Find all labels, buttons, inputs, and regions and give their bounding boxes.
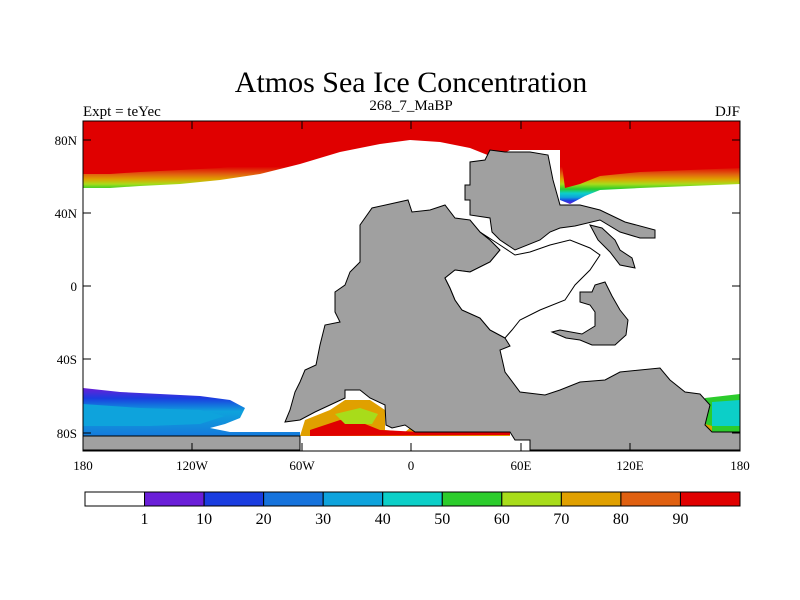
- season-label: DJF: [715, 104, 740, 120]
- lon-tick-180e: 180: [730, 458, 750, 473]
- tethys-ocean: [444, 231, 601, 339]
- colorbar-swatch-2: [203, 491, 265, 507]
- colorbar-label-60: 60: [494, 511, 510, 528]
- time-label: 268_7_MaBP: [369, 98, 452, 114]
- lat-tick-80n: 80N: [55, 133, 78, 148]
- colorbar-label-30: 30: [315, 511, 331, 528]
- longitude-axis: [82, 121, 741, 451]
- lat-tick-40s: 40S: [57, 352, 77, 367]
- colorbar-label-20: 20: [256, 511, 272, 528]
- colorbar-swatch-10: [679, 491, 741, 507]
- southeast-island: [550, 281, 629, 346]
- antarctic-sea-ice-inner: [83, 404, 225, 426]
- colorbar-label-1: 1: [141, 511, 149, 528]
- lon-tick-180w: 180: [73, 458, 93, 473]
- colorbar-label-90: 90: [672, 511, 688, 528]
- colorbar-swatch-1: [144, 491, 205, 507]
- lon-tick-0: 0: [408, 458, 415, 473]
- colorbar-label-70: 70: [553, 511, 569, 528]
- colorbar-label-50: 50: [434, 511, 450, 528]
- figure-title: Atmos Sea Ice Concentration: [235, 66, 587, 99]
- colorbar-swatch-7: [501, 491, 562, 507]
- colorbar-swatch-6: [441, 491, 503, 507]
- lat-tick-40n: 40N: [55, 206, 78, 221]
- lat-tick-80s: 80S: [57, 426, 77, 441]
- colorbar-swatch-0: [84, 491, 146, 507]
- map-area: [83, 121, 740, 451]
- colorbar-swatch-4: [322, 491, 384, 507]
- colorbar-swatch-5: [382, 491, 443, 507]
- colorbar-label-40: 40: [375, 511, 391, 528]
- colorbar-swatch-8: [560, 491, 622, 507]
- experiment-label: Expt = teYec: [83, 104, 161, 120]
- lat-tick-0: 0: [71, 279, 78, 294]
- arctic-sea-ice-core: [83, 121, 740, 188]
- east-peninsula: [589, 224, 636, 269]
- colorbar: 1 10 20 30 40 50 60 70 80 90: [84, 491, 741, 528]
- weddell-sea-ice-green: [335, 408, 378, 424]
- pangaea-continent: [284, 149, 740, 451]
- lon-tick-120e: 120E: [616, 458, 644, 473]
- colorbar-swatch-3: [263, 491, 324, 507]
- colorbar-swatch-9: [620, 491, 681, 507]
- lon-tick-120w: 120W: [176, 458, 209, 473]
- colorbar-label-10: 10: [196, 511, 212, 528]
- lon-tick-60e: 60E: [511, 458, 532, 473]
- colorbar-label-80: 80: [613, 511, 629, 528]
- ross-sea-ice-inner: [712, 400, 740, 426]
- lon-tick-60w: 60W: [289, 458, 315, 473]
- latitude-axis: [83, 139, 740, 434]
